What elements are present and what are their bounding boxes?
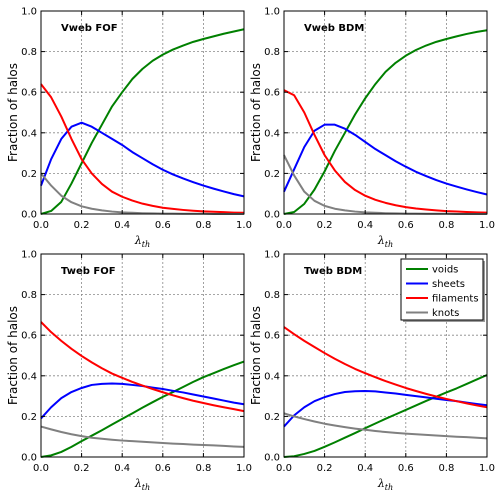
x-tick-label: 0.2 [317,220,333,231]
series-line-voids [40,360,245,458]
y-tick-label: 0.4 [21,128,37,139]
y-tick-label: 0.6 [21,88,37,99]
series-line-filaments [283,89,488,214]
y-tick-label: 0.8 [264,47,280,58]
x-axis-label: λth [377,234,393,249]
x-tick-label: 0.6 [155,463,171,474]
x-axis-label: λth [377,477,393,492]
legend-label-sheets: sheets [432,279,465,290]
panel-3: 0.0 0.2 0.4 0.6 0.8 1.0 0.0 0.2 0.4 0.6 0.8 1.0 Frac… [6,250,252,493]
series-line-filaments [40,83,245,214]
y-tick-label: 0.6 [264,88,280,99]
panel-title: Tweb FOF [61,266,116,277]
y-tick-label: 0.8 [264,290,280,301]
y-axis-label: Fraction of halos [249,63,263,162]
series-line-sheets [40,121,245,198]
axes-frame [283,10,488,215]
plot-area [41,11,244,214]
legend-label-knots: knots [432,308,459,319]
x-tick-label: 0.2 [317,463,333,474]
y-tick-label: 0.0 [264,453,280,464]
axes-frame [283,253,488,458]
x-tick-label: 0.0 [276,220,292,231]
panel-4: 0.0 0.2 0.4 0.6 0.8 1.0 0.0 0.2 0.4 0.6 0.8 1.0 Frac… [249,250,495,493]
legend-label-voids: voids [432,265,458,276]
plot-area [41,254,244,457]
y-axis-label: Fraction of halos [6,63,20,162]
x-tick-label: 0.2 [74,463,90,474]
y-tick-label: 0.2 [21,412,37,423]
y-tick-label: 0.6 [264,331,280,342]
x-tick-label: 1.0 [479,220,495,231]
x-tick-label: 0.6 [398,463,414,474]
x-axis-label: λth [134,477,150,492]
series-line-voids [283,29,488,215]
y-tick-label: 0.2 [264,169,280,180]
y-tick-label: 0.2 [21,169,37,180]
x-tick-label: 0.4 [357,463,373,474]
axes-frame [40,10,245,215]
series-line-knots [40,425,245,448]
x-tick-label: 0.0 [33,463,49,474]
panel-title: Vweb BDM [304,23,364,34]
series-line-voids [40,28,245,215]
legend-label-filaments: filaments [432,294,479,305]
y-tick-label: 0.0 [264,210,280,221]
y-tick-label: 0.4 [21,371,37,382]
y-tick-label: 1.0 [21,7,37,18]
y-tick-label: 0.2 [264,412,280,423]
y-tick-label: 0.4 [264,371,280,382]
x-tick-label: 0.4 [114,220,130,231]
panel-1: 0.0 0.2 0.4 0.6 0.8 1.0 0.0 0.2 0.4 0.6 0.8 1.0 Frac… [6,7,252,250]
panel-2: 0.0 0.2 0.4 0.6 0.8 1.0 0.0 0.2 0.4 0.6 0.8 1.0 Frac… [249,7,495,250]
series-line-sheets [283,123,488,196]
x-tick-label: 1.0 [479,463,495,474]
series-line-filaments [40,321,245,413]
plot-area [284,11,487,214]
y-tick-label: 1.0 [264,7,280,18]
series-line-filaments [283,326,488,409]
x-tick-label: 0.6 [155,220,171,231]
x-tick-label: 0.4 [357,220,373,231]
x-tick-label: 0.6 [398,220,414,231]
y-tick-label: 0.0 [21,453,37,464]
x-tick-label: 1.0 [236,463,252,474]
series-line-voids [283,374,488,458]
x-tick-label: 0.2 [74,220,90,231]
y-tick-label: 0.6 [21,331,37,342]
axes-frame [40,253,245,458]
x-tick-label: 0.8 [438,463,454,474]
series-line-knots [283,412,488,440]
y-axis-label: Fraction of halos [249,306,263,405]
y-tick-label: 0.0 [21,210,37,221]
y-tick-label: 1.0 [264,250,280,261]
x-axis-label: λth [134,234,150,249]
y-tick-label: 0.8 [21,47,37,58]
x-tick-label: 0.0 [276,463,292,474]
panel-title: Vweb FOF [61,23,118,34]
y-axis-label: Fraction of halos [6,306,20,405]
y-tick-label: 1.0 [21,250,37,261]
x-tick-label: 0.8 [195,463,211,474]
legend: voids sheets filaments knots [400,258,485,322]
y-tick-label: 0.8 [21,290,37,301]
x-tick-label: 0.8 [195,220,211,231]
x-tick-label: 0.0 [33,220,49,231]
x-tick-label: 0.8 [438,220,454,231]
x-tick-label: 0.4 [114,463,130,474]
x-tick-label: 1.0 [236,220,252,231]
y-tick-label: 0.4 [264,128,280,139]
panel-title: Tweb BDM [304,266,362,277]
